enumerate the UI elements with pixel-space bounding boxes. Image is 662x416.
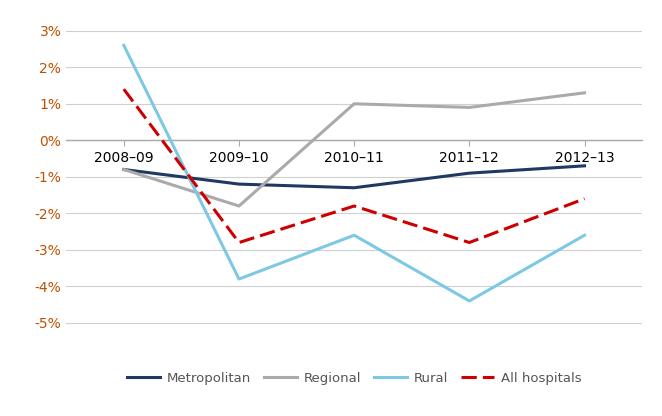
Legend: Metropolitan, Regional, Rural, All hospitals: Metropolitan, Regional, Rural, All hospi… [122, 367, 587, 390]
